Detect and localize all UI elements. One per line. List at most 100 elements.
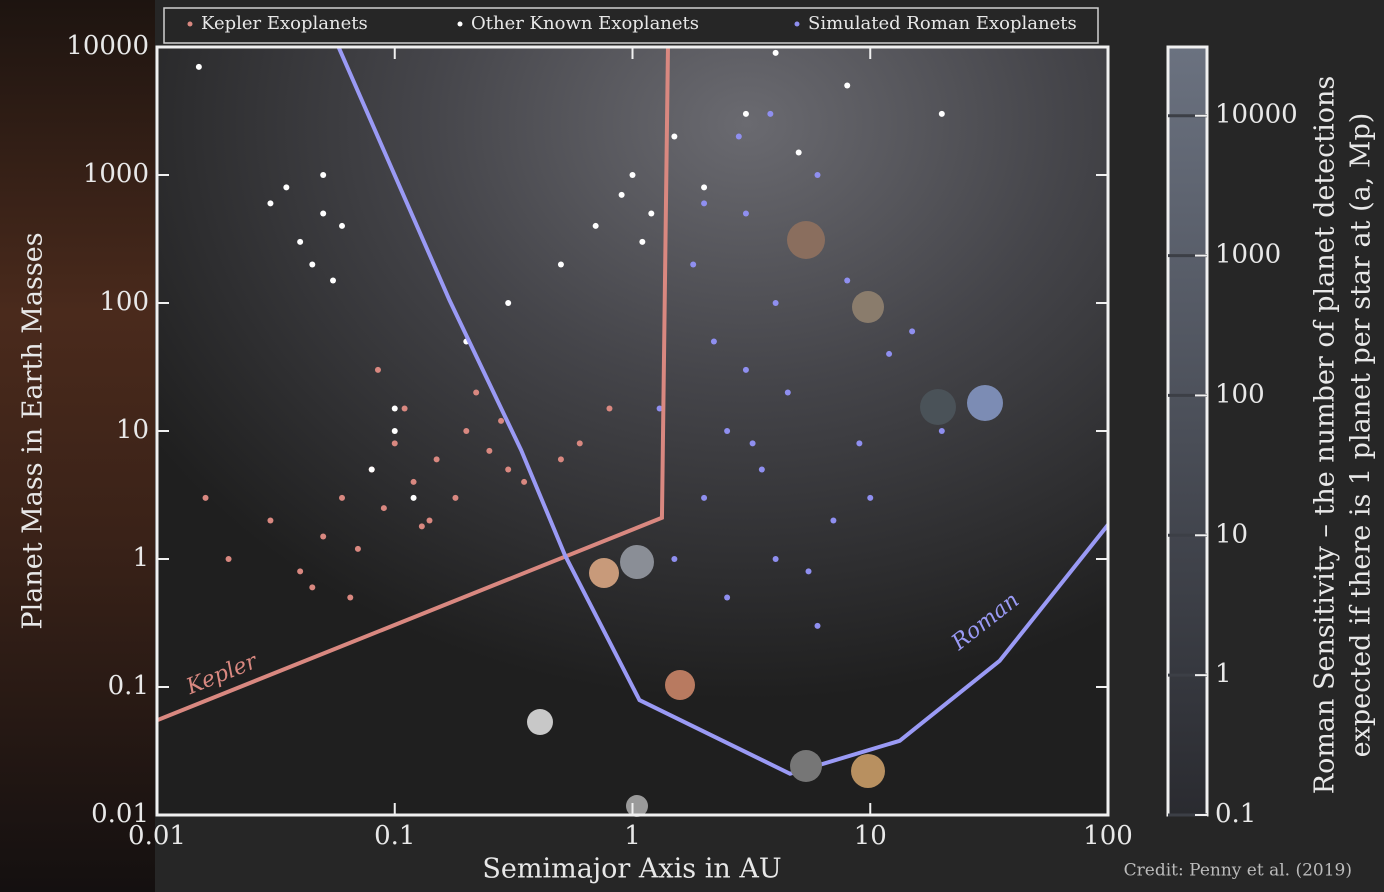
point: [830, 517, 837, 524]
point: [856, 440, 863, 447]
point: [629, 172, 636, 178]
point: [690, 261, 697, 268]
credit: Credit: Penny et al. (2019): [1124, 861, 1352, 881]
point: [742, 110, 749, 117]
point: [354, 545, 361, 552]
point: [742, 210, 749, 217]
x-tick-label: 0.1: [374, 821, 415, 851]
point: [380, 505, 387, 512]
point: [772, 49, 779, 56]
point: [521, 478, 528, 485]
y-tick-label: 0.1: [108, 671, 149, 701]
point: [724, 428, 731, 434]
colorbar-tick-label: 10000: [1215, 100, 1298, 130]
point: [368, 466, 375, 473]
point: [505, 466, 512, 473]
point: [283, 184, 290, 191]
point: [339, 494, 346, 501]
point: [410, 494, 417, 501]
point: [701, 494, 708, 501]
colorbar: [1166, 45, 1209, 817]
point: [195, 63, 202, 70]
y-tick-label: 1: [132, 543, 149, 573]
point: [814, 172, 821, 178]
point: [418, 523, 425, 530]
point: [639, 238, 646, 245]
point: [938, 428, 945, 434]
point: [320, 210, 327, 217]
point: [297, 568, 304, 575]
point: [576, 440, 583, 447]
y-tick-label: 10: [116, 415, 149, 445]
point: [267, 200, 274, 207]
x-axis-label: Semimajor Axis in AU: [482, 854, 781, 885]
point: [592, 222, 599, 229]
legend-marker: [187, 21, 193, 27]
x-tick-label: 100: [1083, 821, 1133, 851]
point: [784, 389, 791, 396]
colorbar-tick-label: 10: [1215, 519, 1248, 549]
point: [795, 149, 802, 156]
point: [486, 447, 493, 454]
point: [671, 133, 678, 140]
point: [606, 405, 613, 412]
point: [557, 261, 564, 268]
point: [498, 417, 505, 424]
point: [886, 350, 893, 357]
boundary-line: [157, 47, 670, 723]
point: [401, 405, 408, 412]
point: [844, 277, 851, 284]
x-tick-label: 10: [854, 821, 887, 851]
y-tick-label: 0.01: [91, 799, 149, 829]
point: [724, 594, 731, 601]
y-tick-label: 10000: [66, 31, 149, 61]
point: [701, 200, 708, 207]
colorbar-tick-label: 100: [1215, 379, 1265, 409]
x-tick-label: 1: [624, 821, 641, 851]
point: [938, 110, 945, 117]
colorbar-tick-label: 1: [1215, 659, 1232, 689]
point: [433, 456, 440, 463]
point: [772, 300, 779, 306]
point: [742, 366, 749, 373]
sensitivity-map: [157, 47, 1108, 815]
plot-area: [157, 47, 1108, 776]
point: [767, 110, 774, 117]
point: [320, 533, 327, 540]
point: [330, 277, 337, 284]
colorbar-tick-label: 0.1: [1215, 799, 1256, 829]
colorbar-label: Roman Sensitivity – the number of planet…: [1310, 76, 1341, 795]
colorbar-tick-label: 1000: [1215, 240, 1281, 270]
point: [473, 389, 480, 396]
point: [374, 366, 381, 373]
y-tick-label: 1000: [83, 159, 149, 189]
legend-label: Simulated Roman Exoplanets: [808, 13, 1077, 34]
point: [909, 328, 916, 335]
point: [844, 82, 851, 89]
point: [426, 517, 433, 524]
point: [557, 456, 564, 463]
point: [671, 556, 678, 562]
boundary-line: [336, 47, 1108, 776]
point: [267, 517, 274, 524]
point: [867, 494, 874, 501]
point: [656, 405, 663, 412]
legend-label: Kepler Exoplanets: [201, 13, 368, 34]
point: [735, 133, 742, 140]
point: [749, 440, 756, 447]
point: [347, 594, 354, 601]
point: [758, 466, 765, 473]
point: [505, 300, 512, 306]
legend-marker: [457, 21, 463, 27]
legend: [163, 7, 1099, 44]
point: [225, 556, 232, 562]
point: [710, 338, 717, 345]
point: [805, 568, 812, 575]
point: [452, 494, 459, 501]
point: [309, 261, 316, 268]
x-tick-label: 0.01: [128, 821, 186, 851]
point: [339, 222, 346, 229]
point: [648, 210, 655, 217]
